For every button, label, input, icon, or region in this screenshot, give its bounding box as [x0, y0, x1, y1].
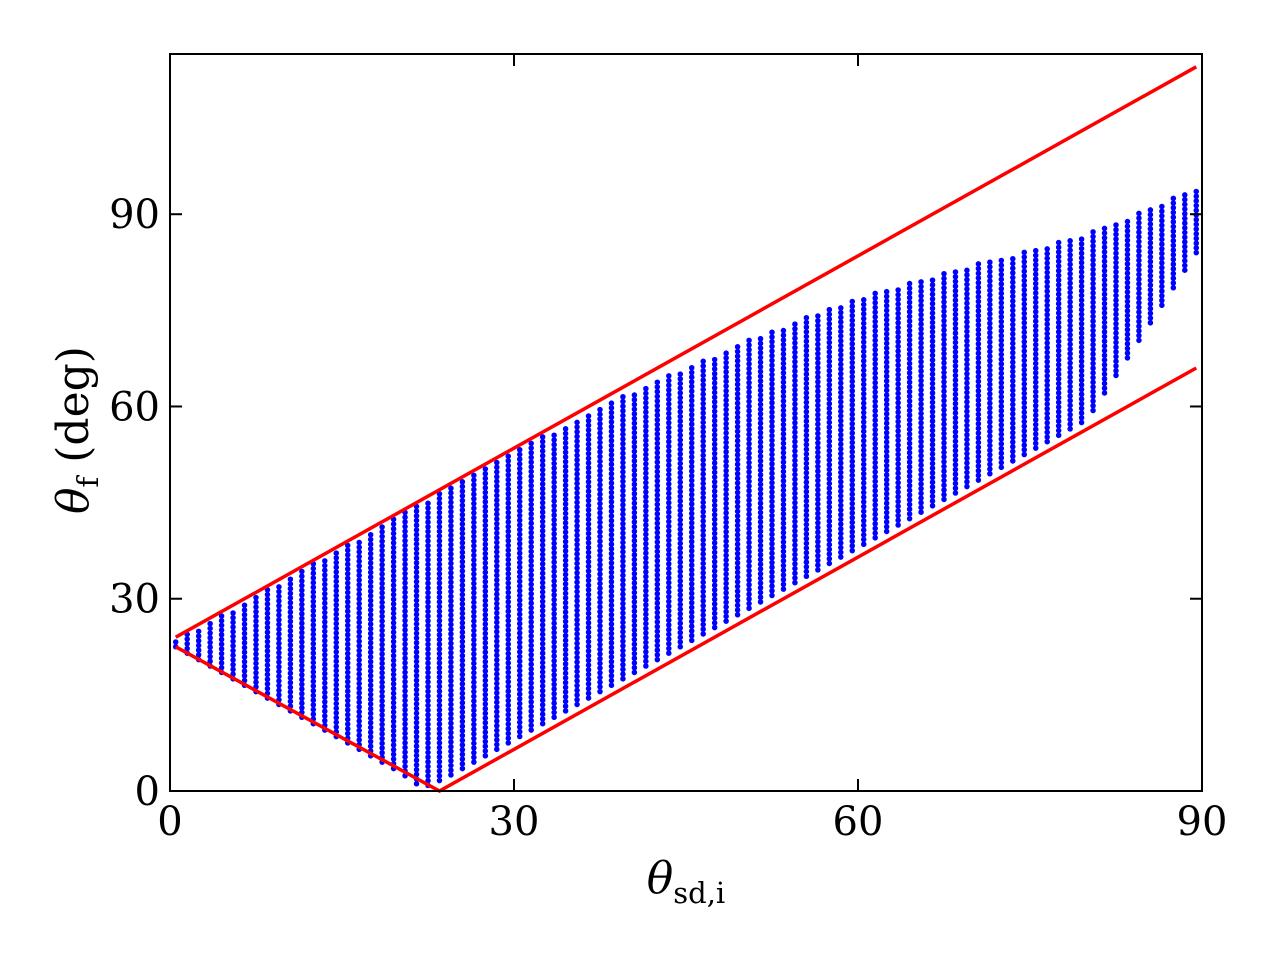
bound-line-2 [174, 366, 1198, 793]
x-tick-label: 30 [489, 799, 540, 845]
scatter-points [172, 185, 1200, 789]
x-tick-label: 60 [833, 799, 884, 845]
bound-lines [174, 65, 1198, 793]
bound-line-1 [174, 65, 1198, 639]
y-axis-label-subscript: f [71, 474, 105, 487]
y-tick-label: 60 [109, 384, 160, 430]
plot-frame [169, 53, 1203, 792]
y-tick-label: 30 [109, 577, 160, 623]
y-tick-label: 0 [135, 769, 160, 815]
axis-ticks: 0 30 60 90 0 30 60 90 [109, 54, 1227, 845]
x-axis-label-subscript: sd,i [673, 876, 725, 910]
x-tick-label: 90 [1177, 799, 1228, 845]
y-axis-label-suffix: (deg) [48, 346, 99, 477]
x-axis-label: θsd,i [647, 853, 725, 910]
y-axis-label-symbol: θ [48, 487, 99, 514]
x-axis-label-symbol: θ [647, 853, 674, 904]
y-tick-label: 90 [109, 192, 160, 238]
x-tick-label: 0 [157, 799, 182, 845]
y-axis-label: θf (deg) [48, 346, 105, 514]
